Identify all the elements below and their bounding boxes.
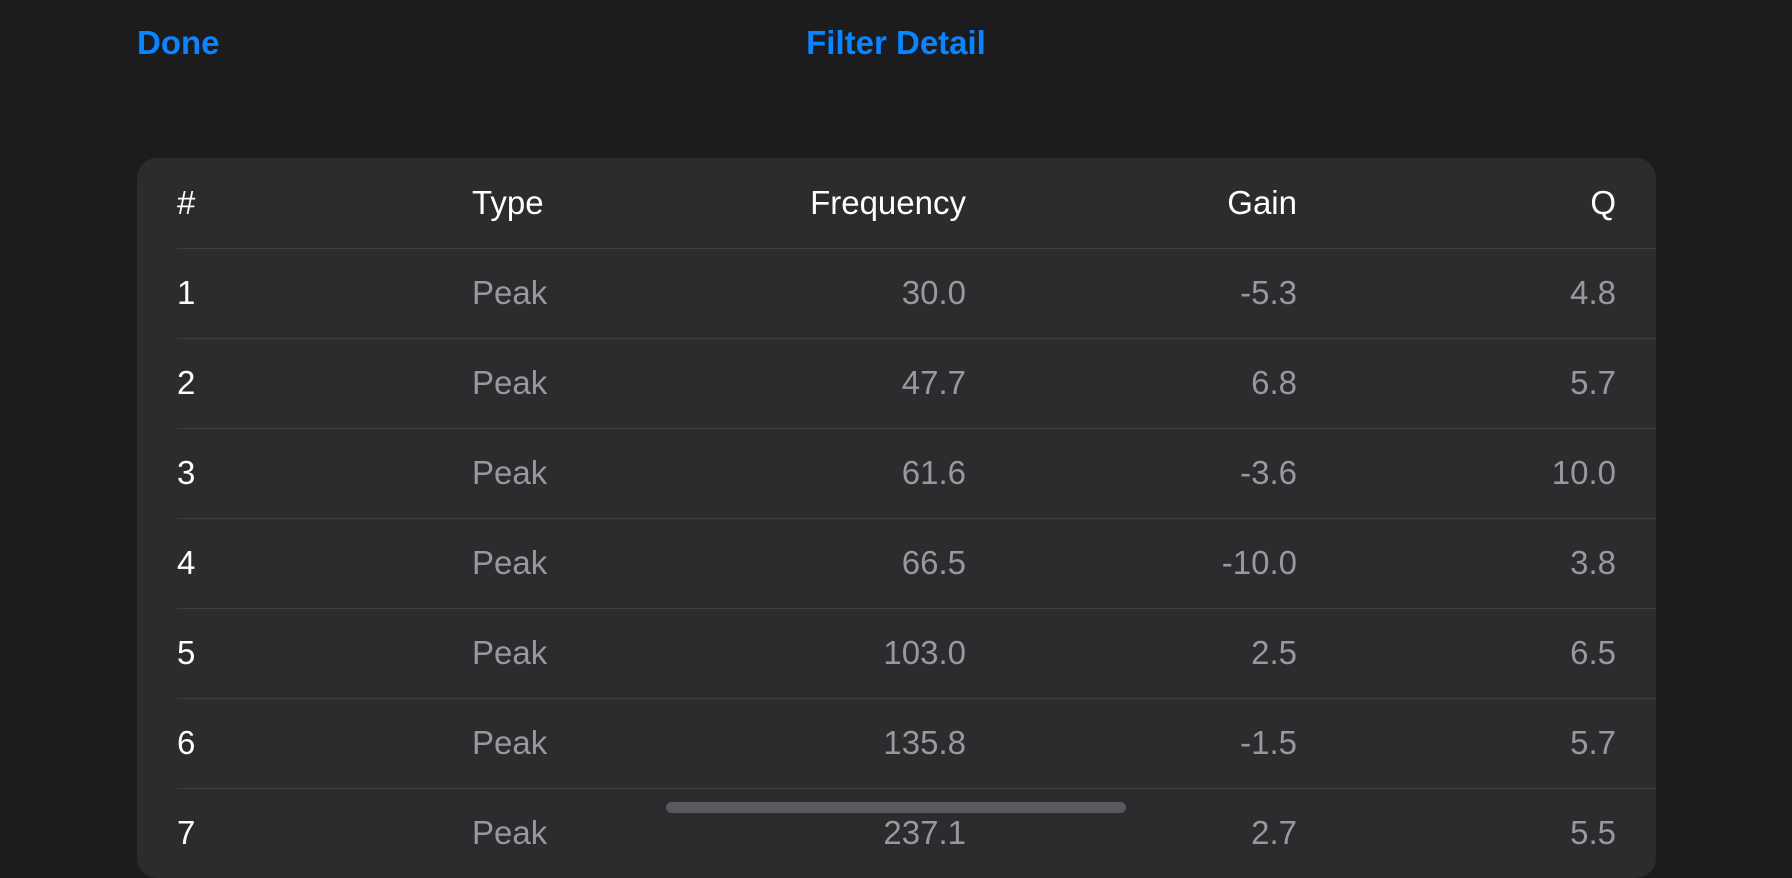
filter-gain: -3.6 [1240,454,1297,491]
filter-q: 5.7 [1570,724,1616,761]
filter-q: 5.7 [1570,364,1616,401]
filter-number: 7 [177,814,196,851]
filter-type: Peak [472,454,548,491]
home-indicator[interactable] [666,802,1126,813]
done-button[interactable]: Done [137,24,220,61]
filter-number: 4 [177,544,196,581]
filter-type: Peak [472,724,548,761]
filter-q: 6.5 [1570,634,1616,671]
filter-number: 2 [177,364,196,401]
filter-gain: -10.0 [1221,544,1297,581]
navigation-bar: Done Filter Detail [0,0,1792,90]
table-row: 4 Peak 66.5 -10.0 3.8 [177,518,1656,609]
filter-frequency: 30.0 [901,274,966,311]
filter-number: 5 [177,634,196,671]
filter-gain: 2.5 [1251,634,1297,671]
header-number: # [177,184,196,221]
filter-gain: -5.3 [1240,274,1297,311]
filter-number: 3 [177,454,196,491]
filter-type: Peak [472,814,548,851]
filter-frequency: 135.8 [883,724,966,761]
filter-frequency: 103.0 [883,634,966,671]
table-row: 6 Peak 135.8 -1.5 5.7 [177,698,1656,789]
table-row: 3 Peak 61.6 -3.6 10.0 [177,428,1656,519]
filter-q: 3.8 [1570,544,1616,581]
header-type: Type [472,184,544,221]
filter-q: 5.5 [1570,814,1616,851]
filter-frequency: 47.7 [901,364,966,401]
filter-q: 10.0 [1551,454,1616,491]
filter-type: Peak [472,274,548,311]
filter-number: 1 [177,274,196,311]
filter-frequency: 66.5 [901,544,966,581]
header-q: Q [1590,184,1616,221]
filter-q: 4.8 [1570,274,1616,311]
filter-gain: 6.8 [1251,364,1297,401]
filter-type: Peak [472,364,548,401]
filter-table: # Type Frequency Gain Q 1 Peak 30.0 -5.3… [137,158,1656,878]
table-row: 5 Peak 103.0 2.5 6.5 [177,608,1656,699]
filter-number: 6 [177,724,196,761]
table-header: # Type Frequency Gain Q [177,158,1656,249]
filter-frequency: 61.6 [901,454,966,491]
filter-type: Peak [472,634,548,671]
header-gain: Gain [1227,184,1297,221]
table-row: 2 Peak 47.7 6.8 5.7 [177,338,1656,429]
filter-gain: -1.5 [1240,724,1297,761]
header-frequency: Frequency [810,184,966,221]
filter-gain: 2.7 [1251,814,1297,851]
filter-type: Peak [472,544,548,581]
table-row: 1 Peak 30.0 -5.3 4.8 [177,248,1656,339]
page-title: Filter Detail [806,24,986,61]
